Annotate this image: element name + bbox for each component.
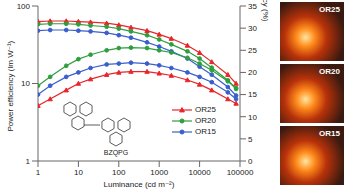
svg-text:100000: 100000 — [227, 168, 254, 177]
svg-text:30: 30 — [248, 24, 257, 33]
svg-text:100: 100 — [17, 2, 31, 11]
svg-text:25: 25 — [248, 46, 257, 55]
svg-text:1: 1 — [26, 157, 31, 166]
html-text:OR15: OR15 — [195, 127, 216, 136]
svg-text:0: 0 — [248, 157, 253, 166]
svg-text:35: 35 — [248, 2, 257, 11]
html-text:OR25: OR25 — [195, 105, 216, 114]
svg-text:5: 5 — [248, 135, 253, 144]
svg-text:100: 100 — [112, 168, 126, 177]
svg-text:20: 20 — [248, 68, 257, 77]
html-text:OR20: OR20 — [195, 116, 216, 125]
html-text:OR15: OR15 — [319, 129, 340, 138]
html-text:OR20: OR20 — [319, 67, 340, 76]
svg-text:10000: 10000 — [188, 168, 211, 177]
svg-text:1000: 1000 — [150, 168, 168, 177]
svg-text:15: 15 — [248, 90, 257, 99]
svg-text:10: 10 — [21, 79, 30, 88]
svg-text:External quantum efficiency (%: External quantum efficiency (%) — [261, 0, 270, 22]
svg-text:BZQPG: BZQPG — [104, 149, 129, 157]
svg-text:1: 1 — [36, 168, 41, 177]
svg-text:10: 10 — [248, 113, 257, 122]
svg-text:Luminance (cd m⁻²): Luminance (cd m⁻²) — [104, 180, 175, 189]
svg-text:10: 10 — [74, 168, 83, 177]
html-text:OR25: OR25 — [319, 5, 340, 14]
svg-text:Power efficiency (lm W⁻¹): Power efficiency (lm W⁻¹) — [8, 40, 15, 131]
